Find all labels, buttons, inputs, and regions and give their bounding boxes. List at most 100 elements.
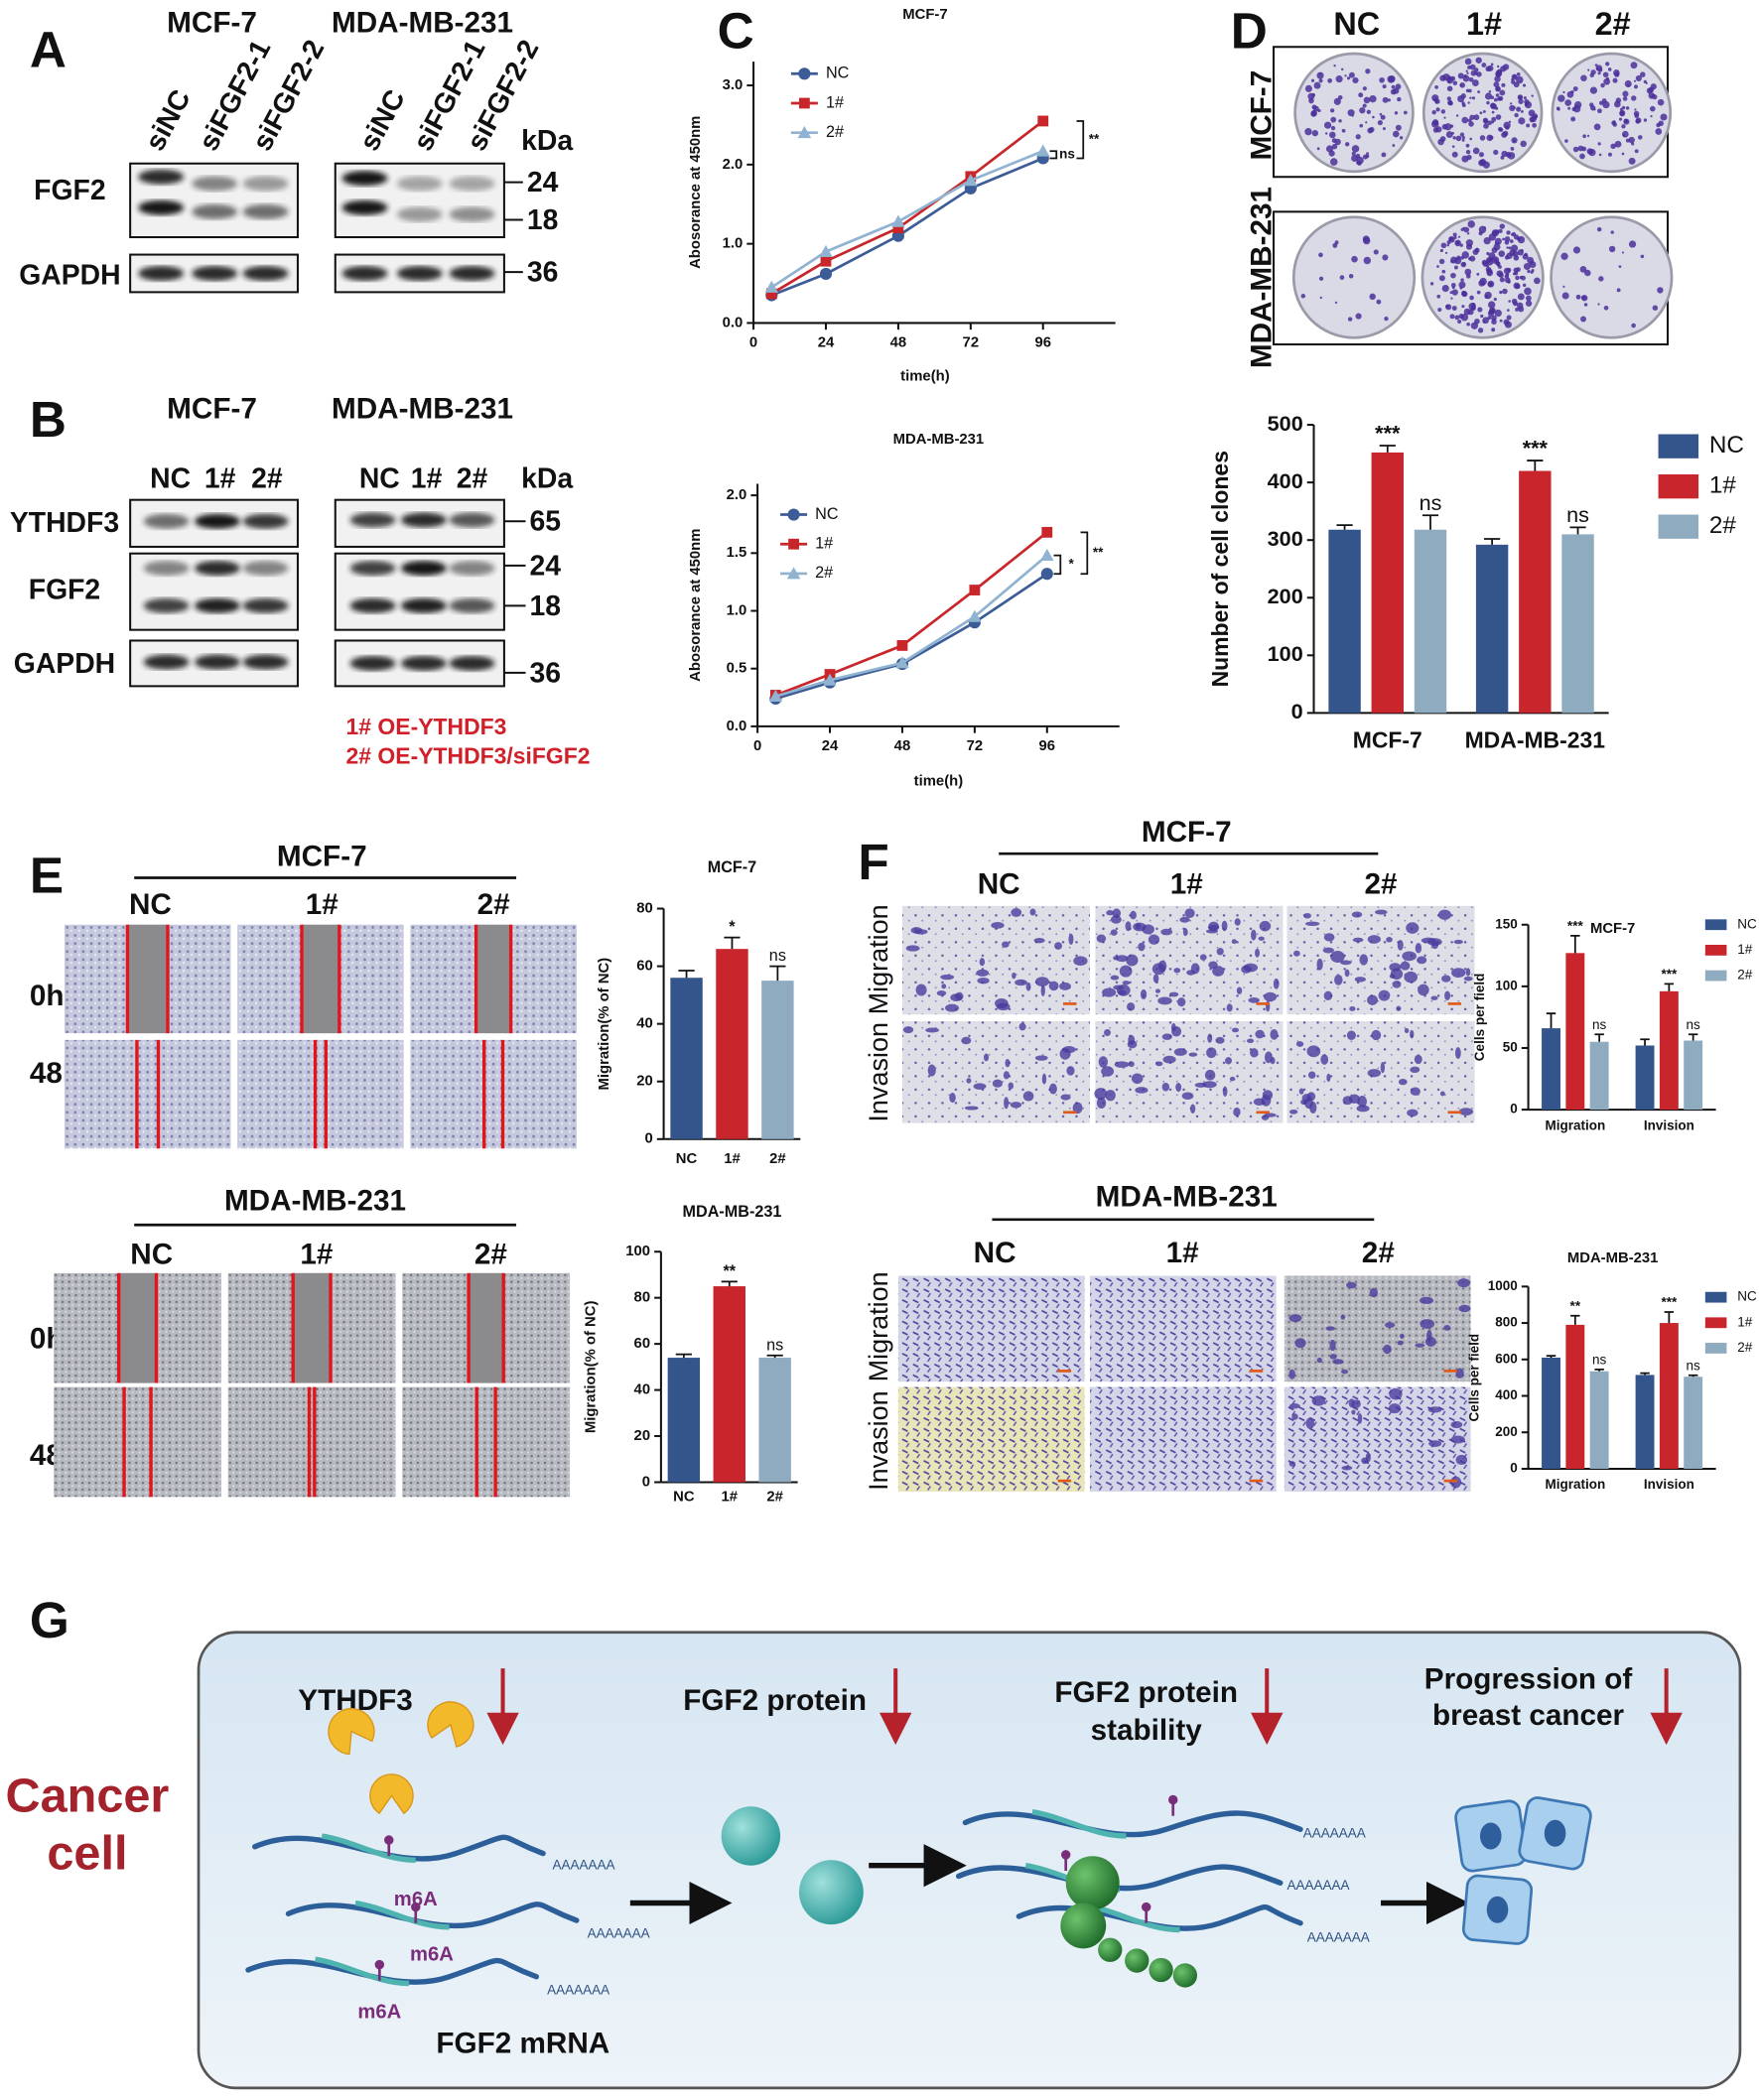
colony	[1479, 111, 1483, 115]
x-tick-label: 72	[967, 738, 984, 754]
colony	[1483, 123, 1489, 129]
cell	[1033, 937, 1045, 944]
significance-label: *	[1068, 557, 1074, 572]
colony	[1510, 102, 1513, 105]
panel-letter: G	[30, 1592, 69, 1648]
lane-label: NC	[359, 463, 400, 495]
x-tick-label: 2#	[766, 1489, 783, 1505]
legend-label: 2#	[1709, 512, 1737, 539]
bar	[1635, 1045, 1655, 1111]
significance-label: ns	[1592, 1352, 1607, 1367]
colony	[1499, 319, 1503, 323]
colony	[1461, 116, 1469, 124]
colony	[1468, 121, 1474, 127]
colony	[1597, 108, 1602, 114]
bar	[670, 978, 703, 1139]
colony	[1600, 82, 1605, 88]
cell	[1396, 1005, 1402, 1011]
x-tick-label: 1#	[724, 1151, 741, 1167]
bar	[1519, 470, 1552, 714]
row-label: Migration	[864, 1271, 893, 1381]
cell	[1365, 1452, 1371, 1463]
colony	[1475, 57, 1482, 64]
colony	[1382, 96, 1389, 103]
colony	[1459, 243, 1463, 247]
column-label: 1#	[1466, 6, 1502, 42]
colony	[1522, 283, 1527, 288]
y-tick-label: 1.0	[727, 602, 747, 618]
colony	[1596, 226, 1602, 232]
cell	[1231, 939, 1237, 945]
colony	[1478, 280, 1485, 287]
colony	[1452, 80, 1458, 86]
colony	[1518, 306, 1525, 313]
cell	[1414, 1054, 1422, 1065]
cell	[1226, 1003, 1233, 1012]
colony	[1589, 72, 1594, 78]
colony	[1481, 63, 1487, 68]
colony	[1556, 106, 1560, 111]
cell	[1199, 954, 1207, 961]
y-tick-label: 60	[634, 1336, 651, 1352]
cell	[1188, 1052, 1198, 1057]
cell	[1011, 908, 1022, 917]
colony	[1328, 131, 1336, 139]
micrograph	[1090, 1275, 1277, 1382]
colony	[1631, 323, 1636, 328]
column-label: 2#	[474, 1238, 508, 1270]
y-tick-label: 300	[1268, 526, 1303, 551]
point	[768, 689, 783, 703]
cell	[1329, 1354, 1337, 1360]
colony	[1501, 82, 1506, 87]
chart-title: MDA-MB-231	[1567, 1250, 1659, 1266]
cell	[1450, 1420, 1463, 1429]
poly-a: AAAAAAA	[588, 1926, 650, 1941]
step-label: Progression of	[1424, 1662, 1633, 1695]
colony	[1479, 135, 1486, 141]
cell	[1397, 1340, 1404, 1346]
x-tick-label: 48	[890, 335, 907, 351]
legend-swatch	[1704, 970, 1727, 982]
colony	[1505, 125, 1510, 130]
column-label: 1#	[1166, 1237, 1200, 1269]
scratch	[301, 924, 339, 1034]
cell	[1034, 977, 1049, 987]
colony	[1351, 255, 1358, 263]
band	[400, 512, 447, 528]
colony	[1572, 86, 1578, 91]
cell	[1426, 1329, 1432, 1342]
colony	[1377, 120, 1383, 126]
cell	[1073, 956, 1088, 967]
colony	[1435, 126, 1442, 133]
colony	[1451, 145, 1455, 148]
legend-label: 2#	[815, 564, 833, 582]
cell	[1367, 1069, 1382, 1078]
colony	[1504, 240, 1510, 245]
colony	[1335, 75, 1343, 83]
colony	[1660, 113, 1668, 121]
significance-label: ns	[1059, 146, 1075, 161]
cell	[1204, 1069, 1216, 1081]
panel-letter: C	[718, 3, 754, 60]
colony	[1580, 74, 1587, 82]
colony	[1365, 121, 1368, 124]
error-bar	[1594, 1369, 1604, 1372]
colony	[1440, 109, 1446, 114]
colony	[1476, 272, 1480, 276]
y-tick-label: 100	[1495, 978, 1518, 992]
colony	[1366, 152, 1369, 156]
colony	[1513, 74, 1517, 78]
colony	[1572, 246, 1581, 254]
significance-bracket	[1049, 150, 1058, 160]
bar	[1328, 529, 1361, 714]
colony	[1517, 293, 1525, 301]
error-bar	[1640, 1372, 1650, 1376]
significance-label: ***	[1661, 967, 1678, 982]
column-label: 2#	[1362, 1237, 1396, 1269]
cell	[1251, 929, 1257, 941]
cell	[1309, 1102, 1317, 1114]
colony	[1618, 265, 1622, 268]
colony	[1487, 316, 1492, 321]
y-tick-label: 40	[636, 1016, 653, 1032]
cell	[1418, 984, 1429, 996]
